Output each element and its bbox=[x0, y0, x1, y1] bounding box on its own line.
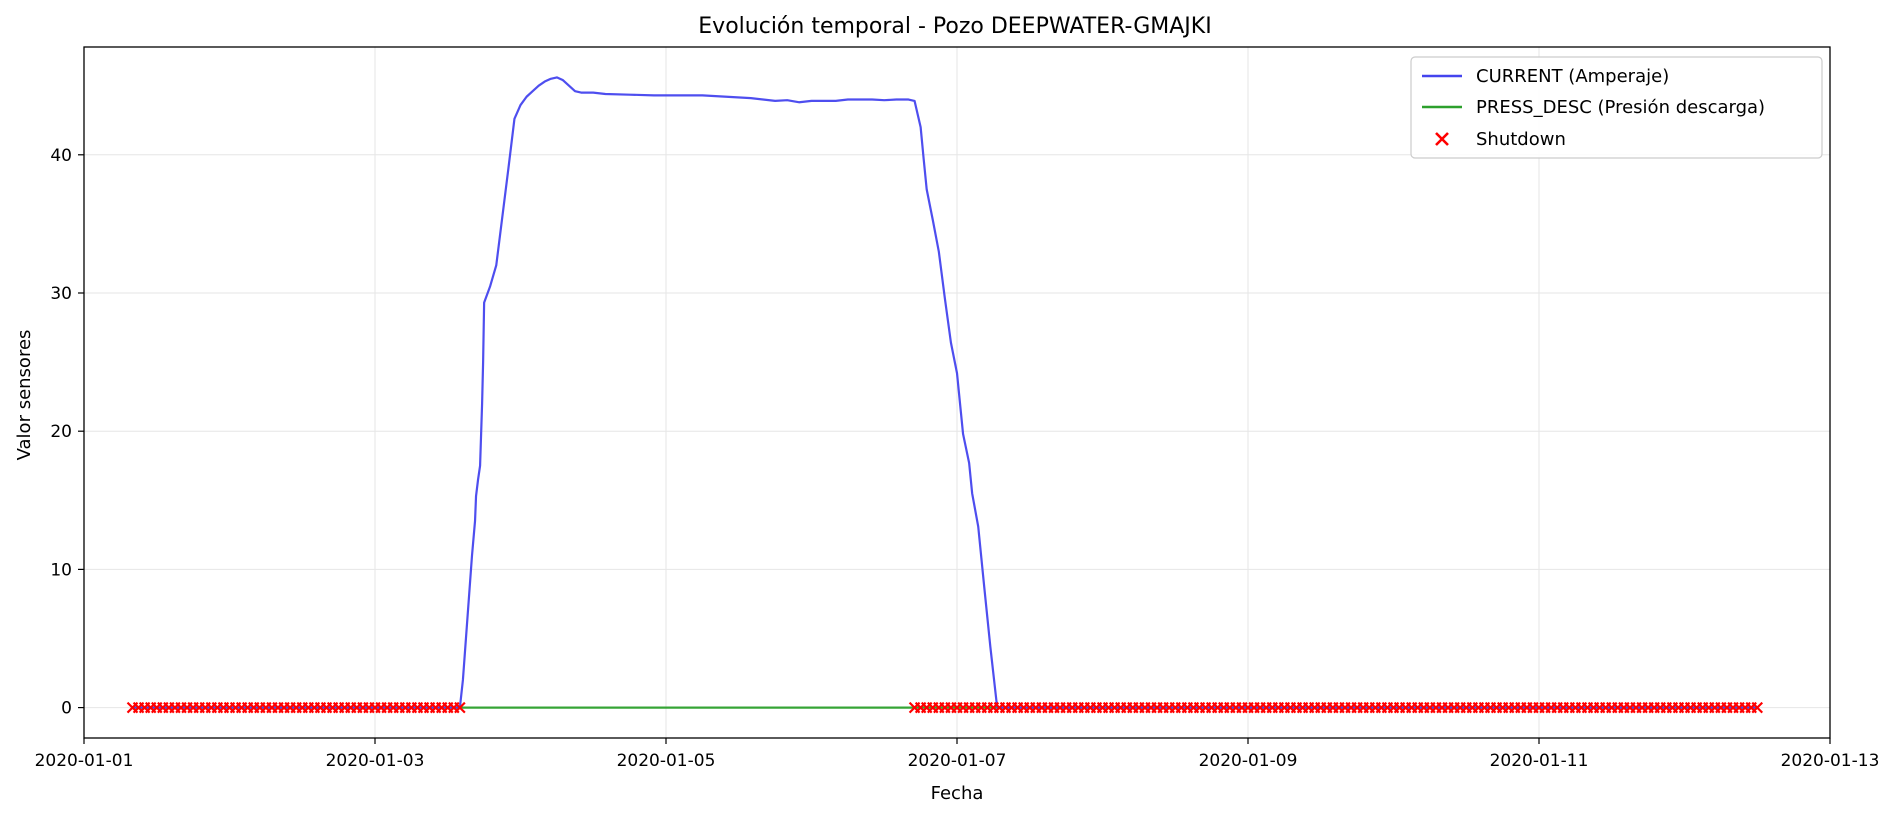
x-tick-label: 2020-01-07 bbox=[908, 751, 1007, 771]
legend-shutdown-label: Shutdown bbox=[1476, 129, 1566, 150]
y-axis: 0 10 20 30 40 bbox=[50, 146, 84, 719]
x-tick-label: 2020-01-09 bbox=[1199, 751, 1298, 771]
x-tick-label: 2020-01-01 bbox=[35, 751, 134, 771]
x-tick-label: 2020-01-03 bbox=[326, 751, 425, 771]
legend: CURRENT (Amperaje) PRESS_DESC (Presión d… bbox=[1410, 56, 1823, 159]
x-axis: 2020-01-01 2020-01-03 2020-01-05 2020-01-07… bbox=[35, 738, 1880, 771]
legend-shutdown-swatch bbox=[1435, 132, 1449, 146]
legend-shutdown-marker bbox=[1435, 132, 1449, 146]
y-tick-label: 20 bbox=[50, 422, 72, 442]
x-axis-label: Fecha bbox=[931, 783, 984, 804]
chart-title: Evolución temporal - Pozo DEEPWATER-GMAJ… bbox=[698, 14, 1211, 39]
y-axis-label: Valor sensores bbox=[14, 330, 35, 461]
series-line-current bbox=[132, 76, 1758, 709]
legend-press-label: PRESS_DESC (Presión descarga) bbox=[1476, 97, 1765, 118]
legend-current-label: CURRENT (Amperaje) bbox=[1476, 66, 1669, 87]
x-tick-label: 2020-01-05 bbox=[617, 751, 716, 771]
x-tick-label: 2020-01-13 bbox=[1781, 751, 1880, 771]
y-tick-label: 0 bbox=[61, 699, 72, 719]
x-tick-label: 2020-01-11 bbox=[1490, 751, 1589, 771]
shutdown-markers bbox=[126, 701, 1764, 714]
shutdown-marker bbox=[454, 701, 466, 714]
y-tick-label: 40 bbox=[50, 146, 72, 166]
y-tick-label: 30 bbox=[50, 284, 72, 304]
legend-box bbox=[1410, 56, 1823, 159]
shutdown-marker bbox=[1751, 701, 1764, 714]
y-tick-label: 10 bbox=[50, 560, 72, 580]
